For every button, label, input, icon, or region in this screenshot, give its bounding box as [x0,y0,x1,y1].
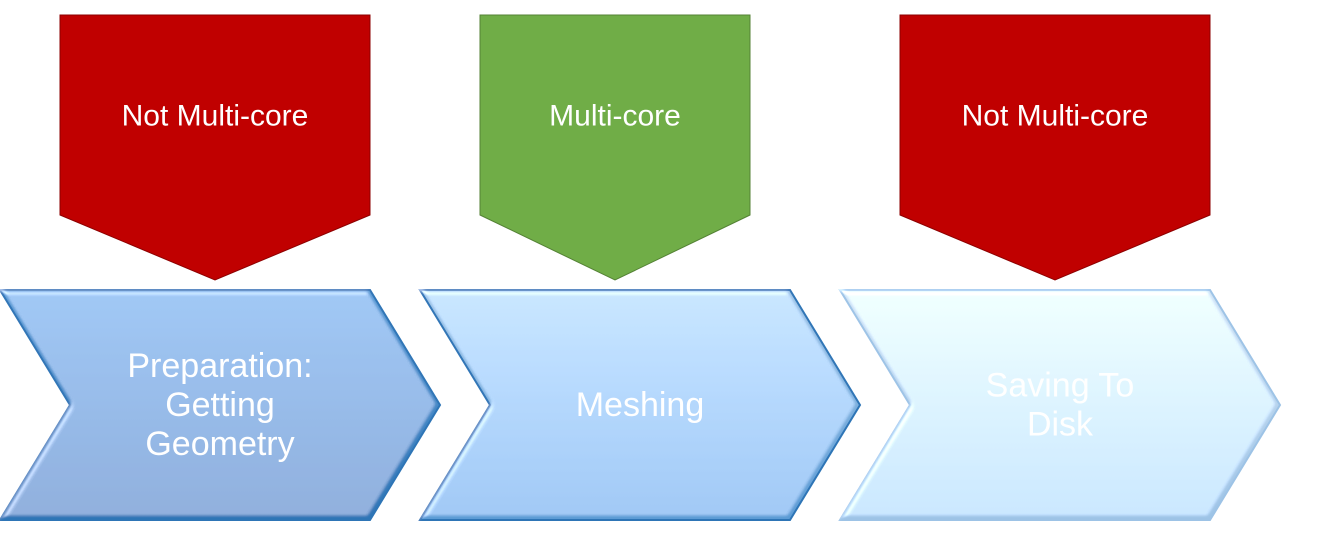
process-diagram: Preparation:GettingGeometry Meshing Savi… [0,0,1328,536]
chevron-mesh: Meshing [420,290,860,520]
callout-save: Not Multi-core [900,15,1210,280]
callout-prep: Not Multi-core [60,15,370,280]
callout-save-label: Not Multi-core [962,100,1149,133]
callout-mesh-label: Multi-core [549,100,681,133]
chevron-mesh-label: Meshing [576,386,705,424]
chevron-prep: Preparation:GettingGeometry [0,290,440,520]
callout-prep-label: Not Multi-core [122,100,309,133]
chevron-save: Saving ToDisk [840,290,1280,520]
callout-mesh: Multi-core [480,15,750,280]
